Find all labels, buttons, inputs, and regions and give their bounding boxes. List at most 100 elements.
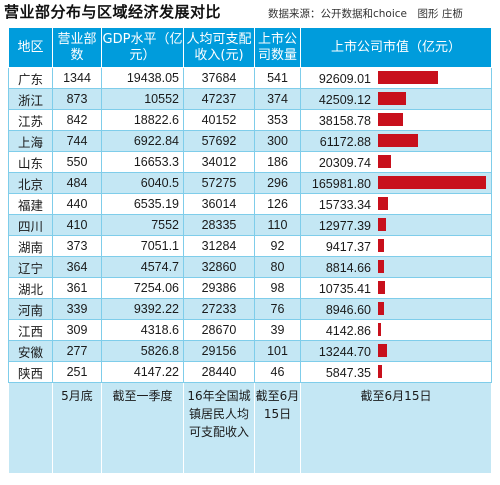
cell-branches: 364 [52,256,102,278]
cell-companies: 80 [254,256,301,278]
market-cap-bar [378,218,386,231]
market-cap-label: 92609.01 [318,71,371,86]
table-row: 河南 339 9392.22 27233 76 8946.60 [8,298,492,320]
market-cap-bar [378,281,385,294]
cell-companies: 353 [254,109,301,131]
cell-income: 29386 [183,277,255,299]
table-row: 江西 309 4318.6 28670 39 4142.86 [8,319,492,341]
table-row: 陕西 251 4147.22 28440 46 5847.35 [8,361,492,383]
cell-companies: 186 [254,151,301,173]
cell-gdp: 10552 [101,88,184,110]
note-market-cap: 截至6月15日 [300,382,492,474]
cell-gdp: 6922.84 [101,130,184,152]
cell-market-cap: 12977.39 [300,214,492,236]
note-gdp: 截至一季度 [101,382,184,474]
market-cap-bar [378,134,418,147]
cell-gdp: 5826.8 [101,340,184,362]
cell-branches: 440 [52,193,102,215]
cell-branches: 339 [52,298,102,320]
market-cap-bar [378,323,381,336]
cell-income: 28670 [183,319,255,341]
table-row: 上海 744 6922.84 57692 300 61172.88 [8,130,492,152]
cell-branches: 361 [52,277,102,299]
table-row: 安徽 277 5826.8 29156 101 13244.70 [8,340,492,362]
cell-market-cap: 42509.12 [300,88,492,110]
cell-branches: 410 [52,214,102,236]
market-cap-label: 20309.74 [318,155,371,170]
chart-title: 营业部分布与区域经济发展对比 [4,3,222,21]
cell-branches: 251 [52,361,102,383]
table-row: 湖北 361 7254.06 29386 98 10735.41 [8,277,492,299]
cell-income: 28440 [183,361,255,383]
cell-gdp: 7051.1 [101,235,184,257]
market-cap-bar [378,155,391,168]
note-income: 16年全国城镇居民人均可支配收入 [183,382,255,474]
header-gdp: GDP水平（亿元） [101,27,184,68]
cell-income: 57275 [183,172,255,194]
cell-companies: 300 [254,130,301,152]
cell-gdp: 6535.19 [101,193,184,215]
market-cap-label: 4142.86 [325,323,371,338]
table-row: 浙江 873 10552 47237 374 42509.12 [8,88,492,110]
cell-gdp: 18822.6 [101,109,184,131]
header-region: 地区 [8,27,53,68]
cell-income: 47237 [183,88,255,110]
market-cap-bar [378,239,384,252]
cell-gdp: 7552 [101,214,184,236]
cell-region: 四川 [8,214,53,236]
table-row: 江苏 842 18822.6 40152 353 38158.78 [8,109,492,131]
cell-market-cap: 20309.74 [300,151,492,173]
cell-income: 37684 [183,67,255,89]
cell-market-cap: 38158.78 [300,109,492,131]
cell-income: 29156 [183,340,255,362]
cell-gdp: 16653.3 [101,151,184,173]
region-comparison-table: 地区 营业部数 GDP水平（亿元） 人均可支配收入(元) 上市公司数量 上市公司… [8,27,492,474]
cell-income: 32860 [183,256,255,278]
cell-market-cap: 4142.86 [300,319,492,341]
cell-gdp: 9392.22 [101,298,184,320]
cell-region: 湖南 [8,235,53,257]
cell-branches: 373 [52,235,102,257]
notes-row: 5月底 截至一季度 16年全国城镇居民人均可支配收入 截至6月15日 截至6月1… [8,382,492,474]
cell-market-cap: 61172.88 [300,130,492,152]
cell-companies: 296 [254,172,301,194]
note-region [8,382,53,474]
market-cap-label: 12977.39 [318,218,371,233]
table-row: 广东 1344 19438.05 37684 541 92609.01 [8,67,492,89]
cell-market-cap: 92609.01 [300,67,492,89]
cell-gdp: 19438.05 [101,67,184,89]
header-branches: 营业部数 [52,27,102,68]
cell-income: 57692 [183,130,255,152]
cell-market-cap: 13244.70 [300,340,492,362]
cell-market-cap: 8814.66 [300,256,492,278]
cell-market-cap: 15733.34 [300,193,492,215]
market-cap-label: 5847.35 [325,365,371,380]
market-cap-bar [378,71,438,84]
cell-companies: 110 [254,214,301,236]
market-cap-label: 15733.34 [318,197,371,212]
market-cap-label: 9417.37 [325,239,371,254]
market-cap-label: 13244.70 [318,344,371,359]
cell-branches: 873 [52,88,102,110]
market-cap-label: 38158.78 [318,113,371,128]
market-cap-label: 8946.60 [325,302,371,317]
note-companies: 截至6月15日 [254,382,301,474]
cell-income: 28335 [183,214,255,236]
market-cap-label: 42509.12 [318,92,371,107]
market-cap-bar [378,197,388,210]
cell-branches: 744 [52,130,102,152]
cell-gdp: 4318.6 [101,319,184,341]
cell-region: 河南 [8,298,53,320]
market-cap-bar [378,176,486,189]
market-cap-bar [378,344,387,357]
cell-market-cap: 8946.60 [300,298,492,320]
cell-companies: 374 [254,88,301,110]
cell-companies: 92 [254,235,301,257]
cell-companies: 76 [254,298,301,320]
table-body: 广东 1344 19438.05 37684 541 92609.01 浙江 873 10552… [8,67,492,383]
cell-market-cap: 165981.80 [300,172,492,194]
cell-companies: 98 [254,277,301,299]
cell-income: 36014 [183,193,255,215]
cell-gdp: 7254.06 [101,277,184,299]
